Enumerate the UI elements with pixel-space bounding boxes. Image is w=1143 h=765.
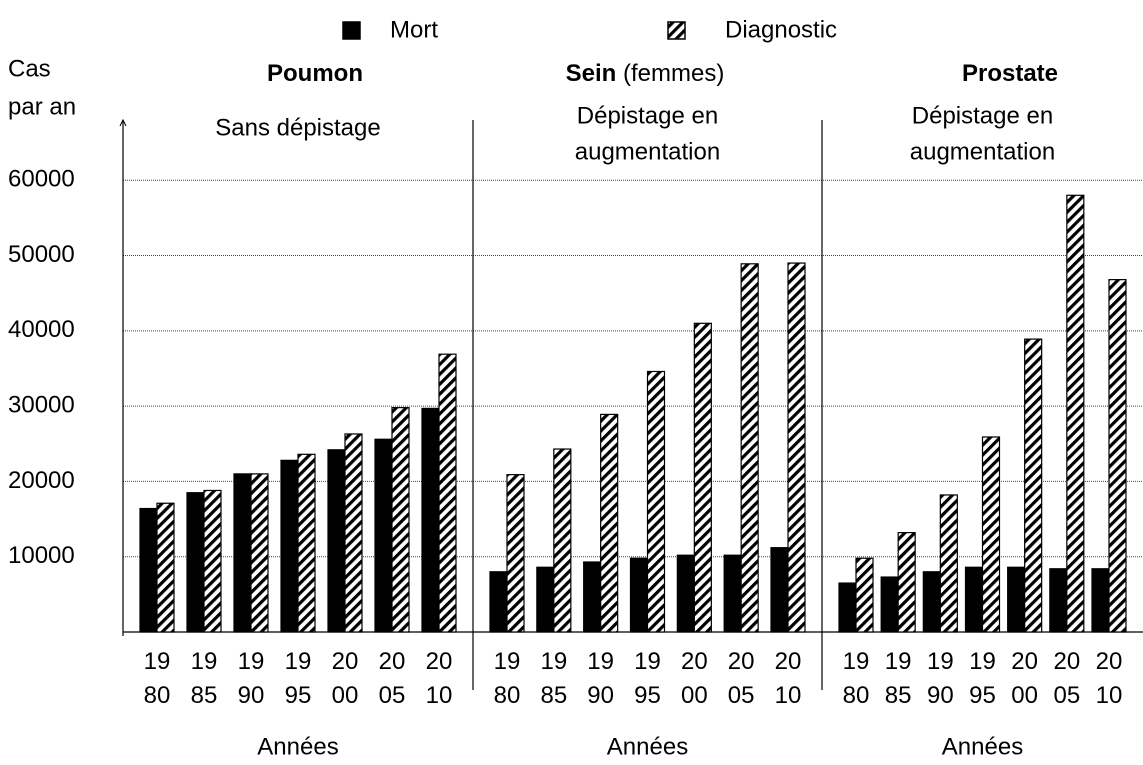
- x-tick-label: 1985: [540, 648, 568, 709]
- bar: [646, 370, 666, 633]
- bar: [600, 413, 619, 633]
- bar: [855, 557, 874, 633]
- bar: [693, 322, 712, 633]
- bar: [233, 473, 252, 633]
- x-tick-label: 1980: [493, 648, 521, 709]
- bar: [1091, 568, 1110, 633]
- bar: [1049, 568, 1068, 633]
- x-tick-label: 2010: [1095, 648, 1123, 709]
- bar: [438, 353, 457, 633]
- x-tick-label: 1985: [190, 648, 218, 709]
- bar: [203, 489, 222, 633]
- panel-subtitle: Sans dépistage: [215, 114, 380, 141]
- bar: [156, 502, 175, 633]
- bar: [186, 492, 205, 633]
- bar: [922, 571, 941, 633]
- bar: [1007, 566, 1026, 633]
- bar: [553, 448, 572, 633]
- x-tick-label: 1990: [926, 648, 954, 709]
- bar: [723, 554, 742, 633]
- panel-subtitle: augmentation: [910, 138, 1055, 165]
- bar: [838, 582, 857, 633]
- bar: [583, 561, 602, 633]
- x-tick-label: 2000: [1011, 648, 1038, 709]
- bar: [327, 449, 346, 633]
- x-axis-label: Années: [607, 733, 688, 760]
- legend-swatch: [667, 21, 686, 40]
- panel-title-main: Sein: [566, 60, 617, 87]
- bar: [880, 576, 899, 633]
- legend-label: Mort: [390, 16, 438, 43]
- bar: [787, 262, 806, 633]
- panel-title: Sein (femmes): [566, 60, 725, 87]
- y-tick-label: 60000: [8, 166, 75, 193]
- y-tick-label: 50000: [8, 241, 75, 268]
- x-tick-label: 1990: [237, 648, 265, 709]
- x-axis-label: Années: [257, 733, 338, 760]
- x-tick-label: 1980: [842, 648, 870, 709]
- panel-subtitle: Dépistage en: [577, 102, 718, 129]
- y-tick-label: 20000: [8, 467, 75, 494]
- x-tick-label: 2010: [425, 648, 453, 709]
- x-tick-label: 1980: [143, 648, 171, 709]
- bar: [297, 453, 316, 633]
- x-tick-label: 2005: [378, 648, 406, 709]
- x-tick-label: 1990: [587, 648, 614, 709]
- legend-swatch: [342, 21, 361, 40]
- panel-title: Poumon: [267, 60, 363, 87]
- y-axis-label: Cas: [8, 55, 51, 82]
- bar: [250, 473, 269, 633]
- x-tick-label: 2000: [680, 648, 708, 709]
- bar: [139, 507, 158, 633]
- panel-title-note: (femmes): [623, 60, 724, 87]
- bar: [770, 547, 789, 633]
- bar: [1066, 194, 1085, 633]
- x-tick-label: 1995: [284, 648, 312, 709]
- y-tick-label: 40000: [8, 316, 75, 343]
- y-tick-label: 10000: [8, 542, 75, 569]
- bar: [897, 532, 916, 633]
- y-tick-label: 30000: [8, 391, 75, 418]
- x-tick-label: 2000: [331, 648, 359, 709]
- bar: [629, 557, 649, 633]
- panel-title-main: Poumon: [267, 60, 363, 87]
- x-tick-label: 1985: [884, 648, 912, 709]
- bar: [740, 263, 759, 633]
- x-tick-label: 2005: [1053, 648, 1081, 709]
- x-tick-label: 1995: [634, 648, 661, 709]
- panel-title: Prostate: [962, 60, 1058, 87]
- bar: [280, 459, 299, 633]
- bar: [506, 474, 525, 633]
- y-axis-arrow: [119, 118, 127, 127]
- bar: [374, 438, 393, 633]
- bar: [964, 566, 984, 633]
- bar: [391, 407, 410, 633]
- panel-subtitle: augmentation: [575, 138, 720, 165]
- bar: [939, 494, 958, 633]
- bar: [344, 433, 363, 633]
- bar: [489, 571, 508, 633]
- legend-label: Diagnostic: [725, 16, 837, 43]
- bar: [536, 566, 555, 633]
- panel-title-main: Prostate: [962, 60, 1058, 87]
- bar: [1024, 338, 1043, 633]
- bar: [676, 554, 695, 633]
- x-tick-label: 2010: [774, 648, 802, 709]
- bar: [1108, 279, 1127, 633]
- y-axis-label: par an: [8, 93, 76, 120]
- bar: [421, 407, 440, 633]
- panel-subtitle: Dépistage en: [912, 102, 1053, 129]
- bar: [981, 436, 1001, 633]
- x-tick-label: 2005: [727, 648, 755, 709]
- x-tick-label: 1995: [969, 648, 996, 709]
- x-axis-label: Années: [942, 733, 1023, 760]
